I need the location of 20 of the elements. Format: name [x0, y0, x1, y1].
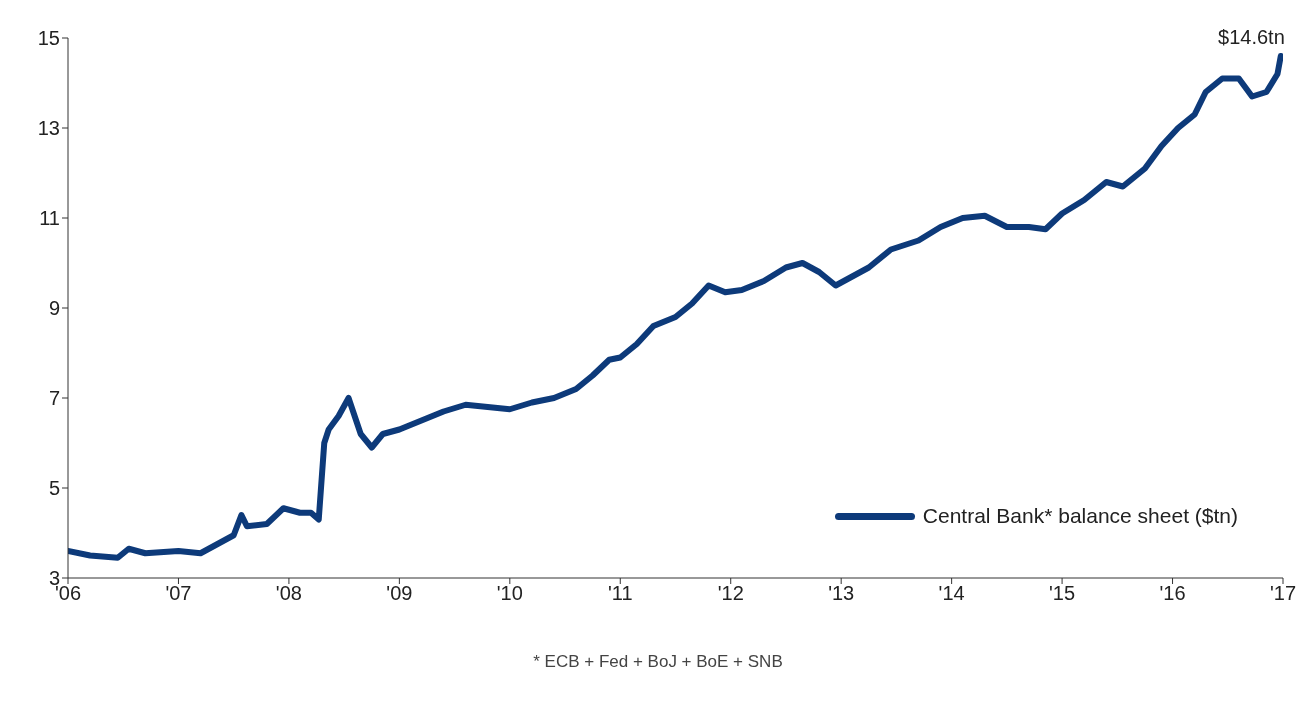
x-tick-label: '16 [1159, 582, 1186, 605]
x-tick-label: '14 [938, 582, 965, 605]
text: * ECB + Fed + BoJ + BoE + SNB [532, 652, 784, 672]
y-tick-label: 13 [37, 117, 60, 140]
annotation: $14.6tn [1218, 26, 1285, 48]
x-tick-label: '17 [1269, 582, 1297, 605]
legend-label: Central Bank* balance sheet ($tn) [922, 504, 1238, 528]
y-tick-label: 5 [48, 477, 60, 500]
x-tick-label: '07 [165, 582, 192, 605]
x-tick-label: '11 [607, 582, 633, 605]
y-tick-label: 9 [48, 297, 60, 320]
y-tick-label: 11 [39, 207, 60, 230]
x-tick-label: '08 [275, 582, 302, 605]
y-tick-label: 15 [37, 27, 60, 50]
x-tick-label: '09 [386, 582, 413, 605]
x-tick-label: '10 [496, 582, 523, 605]
x-tick-label: '12 [717, 582, 744, 605]
y-tick-label: 7 [48, 387, 60, 410]
x-tick-label: '15 [1049, 582, 1076, 605]
x-tick-label: '13 [828, 582, 855, 605]
